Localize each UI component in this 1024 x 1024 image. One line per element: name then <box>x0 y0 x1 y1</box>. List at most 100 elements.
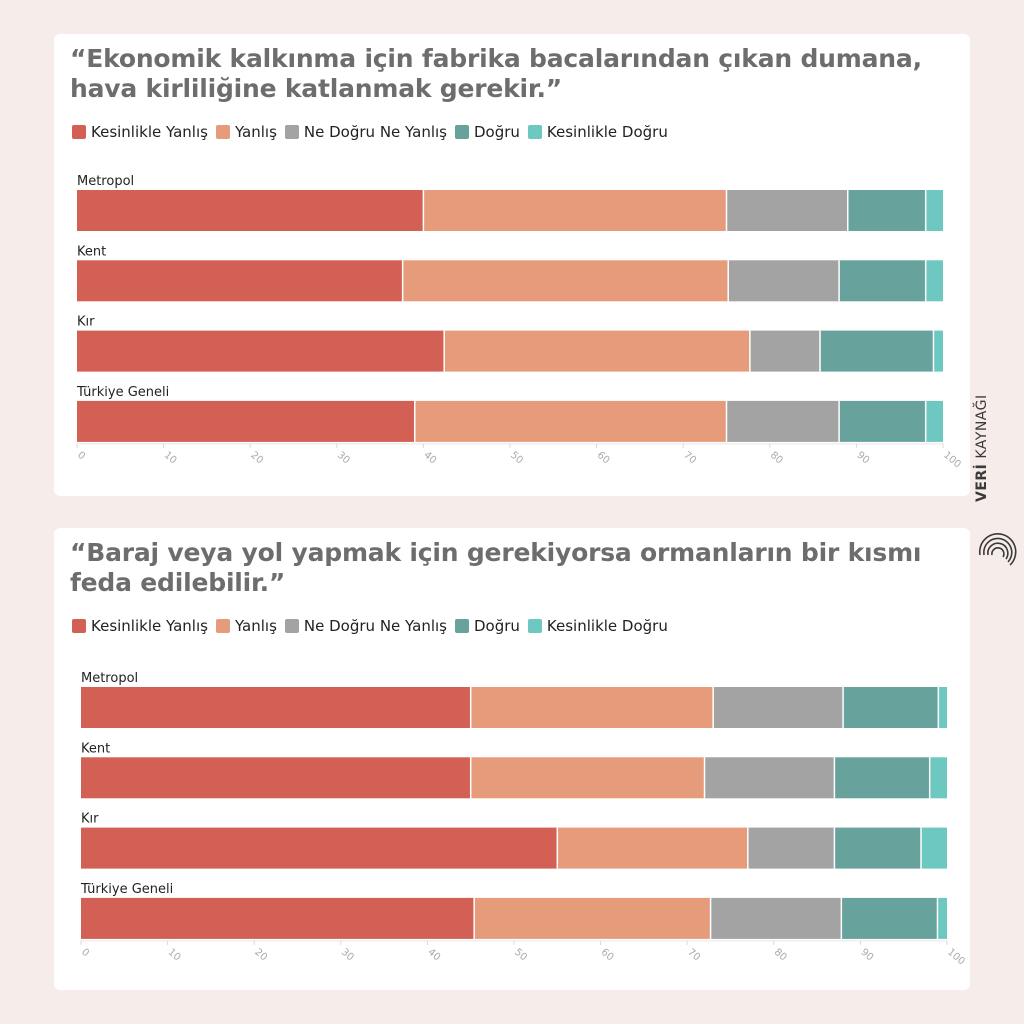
x-tick-label: 70 <box>681 450 698 467</box>
x-tick-label: 20 <box>248 450 265 467</box>
bar-segment[interactable] <box>414 400 727 442</box>
chart-legend: Kesinlikle Yanlış Yanlış Ne Doğru Ne Yan… <box>72 616 668 636</box>
legend-label: Doğru <box>473 123 520 141</box>
bar-segment[interactable] <box>474 897 711 939</box>
bar-segment[interactable] <box>402 260 729 302</box>
legend-swatch <box>527 125 542 139</box>
chart-card-forest: “Baraj veya yol yapmak için gerekiyorsa … <box>54 528 970 990</box>
bar-segment[interactable] <box>938 687 947 728</box>
x-tick-label: 70 <box>685 947 702 964</box>
x-tick-label: 20 <box>252 947 269 964</box>
legend-swatch <box>284 125 299 139</box>
legend-item[interactable]: Ne Doğru Ne Yanlış <box>284 123 447 141</box>
bar-segment[interactable] <box>704 757 835 799</box>
bar-segment[interactable] <box>728 260 840 302</box>
x-tick-label: 0 <box>75 450 87 463</box>
bar-segment[interactable] <box>726 190 848 231</box>
legend-swatch <box>454 619 469 633</box>
bar-segment[interactable] <box>77 330 445 372</box>
x-tick-label: 50 <box>508 450 525 467</box>
bar-segment[interactable] <box>749 330 821 372</box>
bar-segment[interactable] <box>710 897 842 939</box>
legend-item[interactable]: Kesinlikle Yanlış <box>72 617 208 635</box>
brand-logo: VERİ KAYNAĞI <box>970 394 1024 580</box>
x-tick-label: 0 <box>79 947 91 960</box>
legend-label: Kesinlikle Yanlış <box>91 617 208 635</box>
legend-item[interactable]: Doğru <box>454 617 520 635</box>
category-label: Metropol <box>77 174 134 189</box>
legend-swatch <box>454 125 469 139</box>
legend-item[interactable]: Yanlış <box>215 123 277 141</box>
x-tick-label: 80 <box>772 947 789 964</box>
bar-segment[interactable] <box>77 260 403 302</box>
bar-segment[interactable] <box>937 897 947 939</box>
x-tick-label: 40 <box>425 947 442 964</box>
bar-segment[interactable] <box>843 687 939 728</box>
bar-segment[interactable] <box>839 400 926 442</box>
legend-swatch <box>527 619 542 633</box>
bar-segment[interactable] <box>925 190 943 231</box>
legend-label: Kesinlikle Yanlış <box>91 123 208 141</box>
chart-title: “Ekonomik kalkınma için fabrika bacaları… <box>70 44 922 103</box>
bar-segment[interactable] <box>470 687 714 728</box>
bar-segment[interactable] <box>81 827 558 869</box>
x-tick-label: 80 <box>768 450 785 467</box>
legend-item[interactable]: Yanlış <box>215 617 277 635</box>
bar-segment[interactable] <box>834 757 930 799</box>
bar-segment[interactable] <box>81 757 471 799</box>
legend-swatch <box>215 125 230 139</box>
legend-swatch <box>284 619 299 633</box>
legend-item[interactable]: Ne Doğru Ne Yanlış <box>284 617 447 635</box>
x-tick-label: 10 <box>162 450 179 467</box>
category-label: Kent <box>81 741 110 756</box>
bar-segment[interactable] <box>839 260 926 302</box>
chart-title: “Baraj veya yol yapmak için gerekiyorsa … <box>70 538 922 597</box>
legend-item[interactable]: Kesinlikle Doğru <box>527 123 668 141</box>
legend-label: Yanlış <box>234 617 277 635</box>
x-tick-label: 30 <box>339 947 356 964</box>
bar-segment[interactable] <box>557 827 748 869</box>
legend-swatch <box>72 125 86 139</box>
bar-segment[interactable] <box>444 330 750 372</box>
legend-item[interactable]: Kesinlikle Yanlış <box>72 123 208 141</box>
bar-segment[interactable] <box>841 897 938 939</box>
bar-segment[interactable] <box>933 330 943 372</box>
x-tick-label: 90 <box>858 947 875 964</box>
bar-segment[interactable] <box>77 400 415 442</box>
bar-segment[interactable] <box>929 757 947 799</box>
x-tick-label: 40 <box>421 450 438 467</box>
bar-segment[interactable] <box>423 190 727 231</box>
bar-segment[interactable] <box>81 687 471 728</box>
legend-item[interactable]: Doğru <box>454 123 520 141</box>
category-label: Kent <box>77 244 106 259</box>
bar-segment[interactable] <box>713 687 844 728</box>
brand-swirl-icon <box>978 533 1017 566</box>
legend-label: Ne Doğru Ne Yanlış <box>303 123 447 141</box>
legend-label: Yanlış <box>234 123 277 141</box>
category-label: Kır <box>77 315 95 330</box>
x-tick-label: 60 <box>599 947 616 964</box>
legend-item[interactable]: Kesinlikle Doğru <box>527 617 668 635</box>
x-tick-label: 90 <box>854 450 871 467</box>
bar-segment[interactable] <box>747 827 835 869</box>
x-tick-label: 100 <box>945 947 967 968</box>
bar-segment[interactable] <box>921 827 947 869</box>
x-tick-label: 60 <box>595 450 612 467</box>
bar-segment[interactable] <box>77 190 424 231</box>
bar-segment[interactable] <box>925 260 943 302</box>
bar-segment[interactable] <box>820 330 934 372</box>
category-label: Türkiye Geneli <box>76 385 169 400</box>
category-label: Kır <box>81 812 99 827</box>
bar-segment[interactable] <box>470 757 705 799</box>
bar-segment[interactable] <box>834 827 922 869</box>
chart-legend: Kesinlikle Yanlış Yanlış Ne Doğru Ne Yan… <box>72 122 668 142</box>
bar-segment[interactable] <box>847 190 926 231</box>
bar-segment[interactable] <box>81 897 475 939</box>
x-tick-label: 50 <box>512 947 529 964</box>
legend-label: Kesinlikle Doğru <box>546 617 668 635</box>
bar-segment[interactable] <box>726 400 840 442</box>
x-tick-label: 10 <box>166 947 183 964</box>
bar-segment[interactable] <box>925 400 943 442</box>
x-tick-label: 30 <box>335 450 352 467</box>
category-label: Metropol <box>81 671 138 686</box>
